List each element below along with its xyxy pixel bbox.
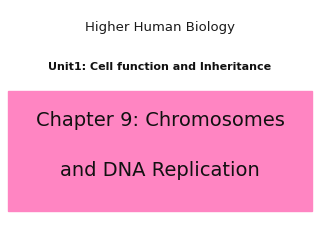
Text: Higher Human Biology: Higher Human Biology	[85, 21, 235, 34]
Text: Chapter 9: Chromosomes: Chapter 9: Chromosomes	[36, 110, 284, 130]
Text: and DNA Replication: and DNA Replication	[60, 161, 260, 180]
Bar	[8, 91, 312, 211]
Text: Unit1: Cell function and Inheritance: Unit1: Cell function and Inheritance	[48, 62, 272, 72]
